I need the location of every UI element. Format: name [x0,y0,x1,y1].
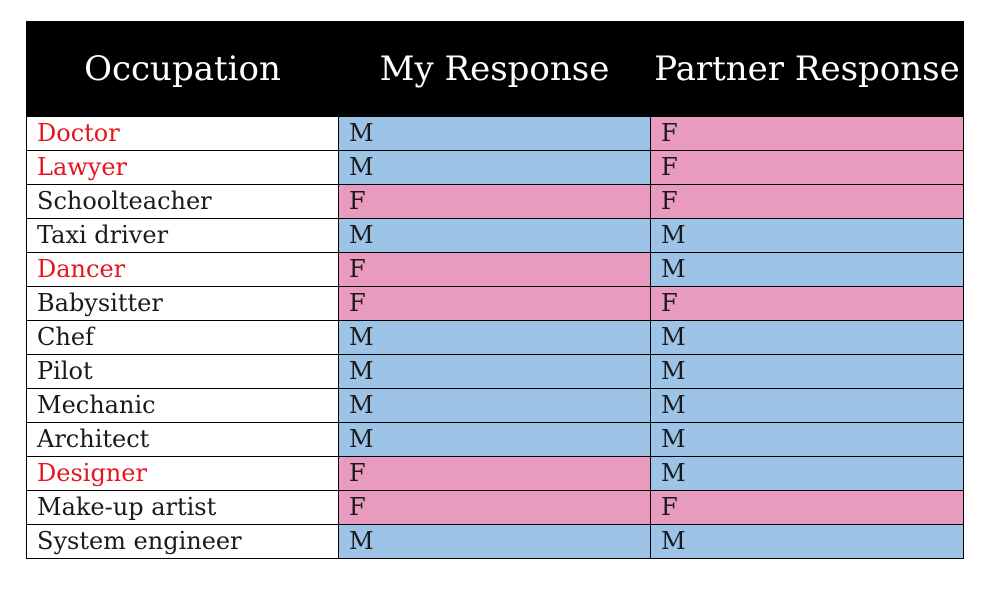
occupation-cell: Taxi driver [26,218,339,253]
occupation-cell: Mechanic [26,388,339,423]
my-response-cell: F [338,456,651,491]
occupation-cell: Chef [26,320,339,355]
header-partner-response: Partner Response [650,21,964,117]
occupation-cell: Lawyer [26,150,339,185]
table-row: Dancer F M [26,252,964,287]
partner-response-cell: M [650,252,964,287]
table-row: Doctor M F [26,116,964,151]
table-row: Babysitter F F [26,286,964,321]
partner-response-cell: F [650,184,964,219]
partner-response-cell: F [650,286,964,321]
table-row: Mechanic M M [26,388,964,423]
occupation-cell: Babysitter [26,286,339,321]
my-response-cell: M [338,218,651,253]
partner-response-cell: M [650,422,964,457]
my-response-cell: F [338,184,651,219]
table-row: Taxi driver M M [26,218,964,253]
partner-response-cell: M [650,320,964,355]
occupation-cell: Schoolteacher [26,184,339,219]
my-response-cell: M [338,116,651,151]
header-row: Occupation My Response Partner Response [26,21,964,117]
partner-response-cell: M [650,388,964,423]
header-my-response: My Response [338,21,651,117]
table-row: Schoolteacher F F [26,184,964,219]
my-response-cell: M [338,150,651,185]
occupation-cell: System engineer [26,524,339,559]
table-row: Chef M M [26,320,964,355]
table-row: Designer F M [26,456,964,491]
occupation-cell: Doctor [26,116,339,151]
table-row: System engineer M M [26,524,964,559]
occupation-cell: Pilot [26,354,339,389]
partner-response-cell: F [650,490,964,525]
partner-response-cell: F [650,150,964,185]
my-response-cell: F [338,490,651,525]
table-body: Doctor M F Lawyer M F Schoolteacher F F Taxi driv… [26,116,964,559]
occupation-cell: Designer [26,456,339,491]
my-response-cell: M [338,320,651,355]
partner-response-cell: M [650,524,964,559]
partner-response-cell: M [650,456,964,491]
occupation-response-table: Occupation My Response Partner Response … [26,21,964,559]
my-response-cell: F [338,252,651,287]
my-response-cell: M [338,388,651,423]
partner-response-cell: M [650,354,964,389]
my-response-cell: M [338,422,651,457]
header-occupation: Occupation [26,21,339,117]
occupation-cell: Make-up artist [26,490,339,525]
my-response-cell: F [338,286,651,321]
partner-response-cell: M [650,218,964,253]
my-response-cell: M [338,354,651,389]
table-row: Architect M M [26,422,964,457]
partner-response-cell: F [650,116,964,151]
occupation-cell: Architect [26,422,339,457]
occupation-cell: Dancer [26,252,339,287]
table-row: Pilot M M [26,354,964,389]
table-row: Make-up artist F F [26,490,964,525]
my-response-cell: M [338,524,651,559]
table-row: Lawyer M F [26,150,964,185]
